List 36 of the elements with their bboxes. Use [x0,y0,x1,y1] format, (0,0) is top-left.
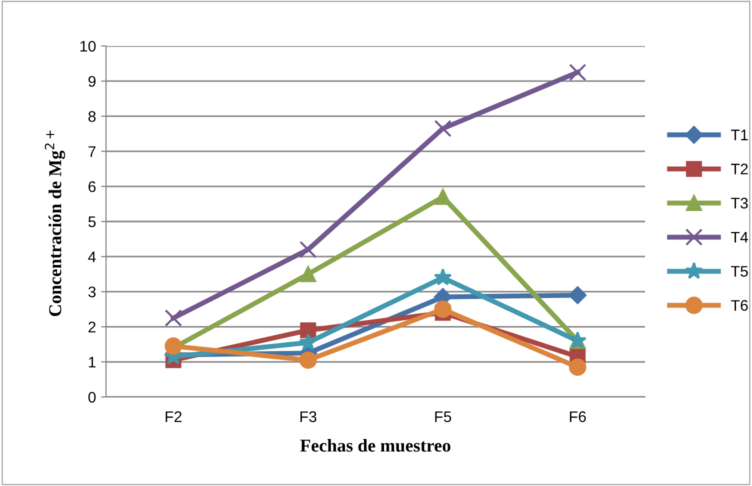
y-tick-label: 2 [88,322,96,332]
legend-label: T5 [730,266,748,277]
point [568,286,587,304]
legend-label: T3 [730,198,748,209]
point [568,358,586,376]
legend-label: T2 [730,164,748,174]
legend-label: T4 [730,232,748,242]
point [300,266,316,282]
point [164,309,182,327]
x-axis-title: Fechas de muestreo [300,439,450,452]
y-tick-label: 10 [80,40,96,52]
y-tick-label: 7 [88,146,96,157]
legend-label: T1 [730,130,748,140]
point [434,120,452,138]
point [568,64,586,82]
x-tick-label: F3 [300,411,316,422]
x-tick-label: F2 [166,411,182,422]
y-tick-label: 1 [88,356,96,368]
point [299,333,318,350]
y-tick-label: 3 [88,286,96,298]
y-tick-label: 5 [88,216,96,228]
point [434,268,452,286]
y-tick-label: 6 [88,181,96,192]
point [299,240,317,258]
x-tick-label: F6 [570,411,586,422]
point [434,300,452,318]
y-tick-label: 8 [88,111,96,122]
point [299,351,317,369]
y-tick-label: 4 [88,252,96,262]
x-tick-label: F5 [435,411,452,422]
point [300,322,316,338]
point [434,188,451,205]
legend-label: T6 [730,300,748,311]
y-tick-label: 9 [88,76,96,87]
y-tick-label: 0 [88,392,96,403]
y-axis-title: Concentración de Mg$^{2+}$ [44,130,66,316]
